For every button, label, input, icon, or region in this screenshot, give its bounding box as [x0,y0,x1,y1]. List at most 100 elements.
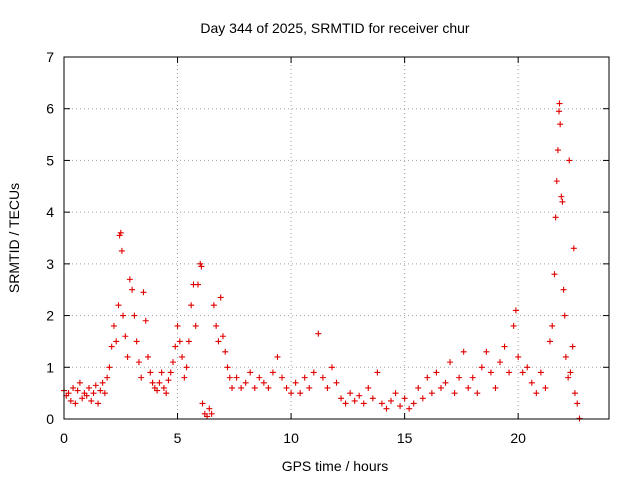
data-point [401,395,408,402]
data-point [188,302,195,309]
data-point [561,312,568,319]
data-point [369,395,376,402]
data-point [217,294,224,301]
data-point [76,379,83,386]
data-point [524,364,531,371]
data-point [478,364,485,371]
y-tick-label: 5 [46,152,54,168]
data-point [140,289,147,296]
data-point [574,400,581,407]
data-point [179,353,186,360]
data-point [199,400,206,407]
data-point [424,374,431,381]
data-point [465,384,472,391]
data-point [83,392,90,399]
data-point [194,281,201,288]
y-tick-label: 0 [46,411,54,427]
data-point [306,384,313,391]
data-point [565,374,572,381]
data-point [301,374,308,381]
axis-ticks [63,56,609,420]
x-tick-label: 10 [283,430,299,446]
data-point [181,374,188,381]
data-point [324,384,331,391]
data-point [167,369,174,376]
data-point [552,214,559,221]
data-point [365,384,372,391]
data-point [483,348,490,355]
data-point [566,157,573,164]
data-point [310,369,317,376]
data-point [142,317,149,324]
y-tick-label: 4 [46,204,54,220]
data-point [506,369,513,376]
data-point [433,369,440,376]
data-point [108,343,115,350]
data-point [131,312,138,319]
data-point [383,405,390,412]
data-point [149,379,156,386]
grid-lines [64,57,609,419]
data-point [360,400,367,407]
data-point [222,348,229,355]
data-point [88,397,95,404]
data-point [551,271,558,278]
data-point [497,359,503,366]
data-point [447,359,454,366]
data-point [145,353,152,360]
data-point [560,286,567,293]
data-point [319,374,326,381]
y-tick-label: 3 [46,256,54,272]
data-point [163,390,170,397]
data-point [342,400,349,407]
data-point [183,364,190,371]
data-point [406,405,413,412]
data-point [456,374,463,381]
data-point [260,379,267,386]
data-point [410,400,417,407]
data-point [519,369,526,376]
data-point [154,387,161,394]
x-tick-label: 5 [174,430,182,446]
data-point [528,379,535,386]
data-point [120,312,127,319]
data-point [135,359,142,366]
data-point [549,322,556,329]
data-point [124,353,131,360]
data-point [533,390,540,397]
data-point [510,322,517,329]
data-point [576,415,583,422]
data-point [129,286,136,293]
data-point [215,338,222,345]
data-point [208,410,215,417]
data-point [172,343,179,350]
data-point [351,397,358,404]
chart-title: Day 344 of 2025, SRMTID for receiver chu… [200,20,470,36]
data-point [174,322,181,329]
data-point [104,374,111,381]
data-point [512,307,519,314]
data-point [501,343,508,350]
data-point [118,247,125,254]
data-point [106,364,113,371]
data-point [101,390,108,397]
data-point [90,390,97,397]
data-point [556,108,563,115]
data-point [492,384,499,391]
data-point [247,369,254,376]
data-point [95,400,102,407]
data-point [567,369,574,376]
data-point [156,379,163,386]
data-point [206,405,213,412]
data-point [558,193,565,200]
data-point [469,374,476,381]
data-point [238,384,245,391]
x-tick-label: 20 [510,430,526,446]
data-point [117,229,124,236]
data-point [251,384,258,391]
data-point [570,245,577,252]
data-point [185,338,192,345]
data-point [374,369,381,376]
data-point [113,338,120,345]
data-point [192,322,199,329]
